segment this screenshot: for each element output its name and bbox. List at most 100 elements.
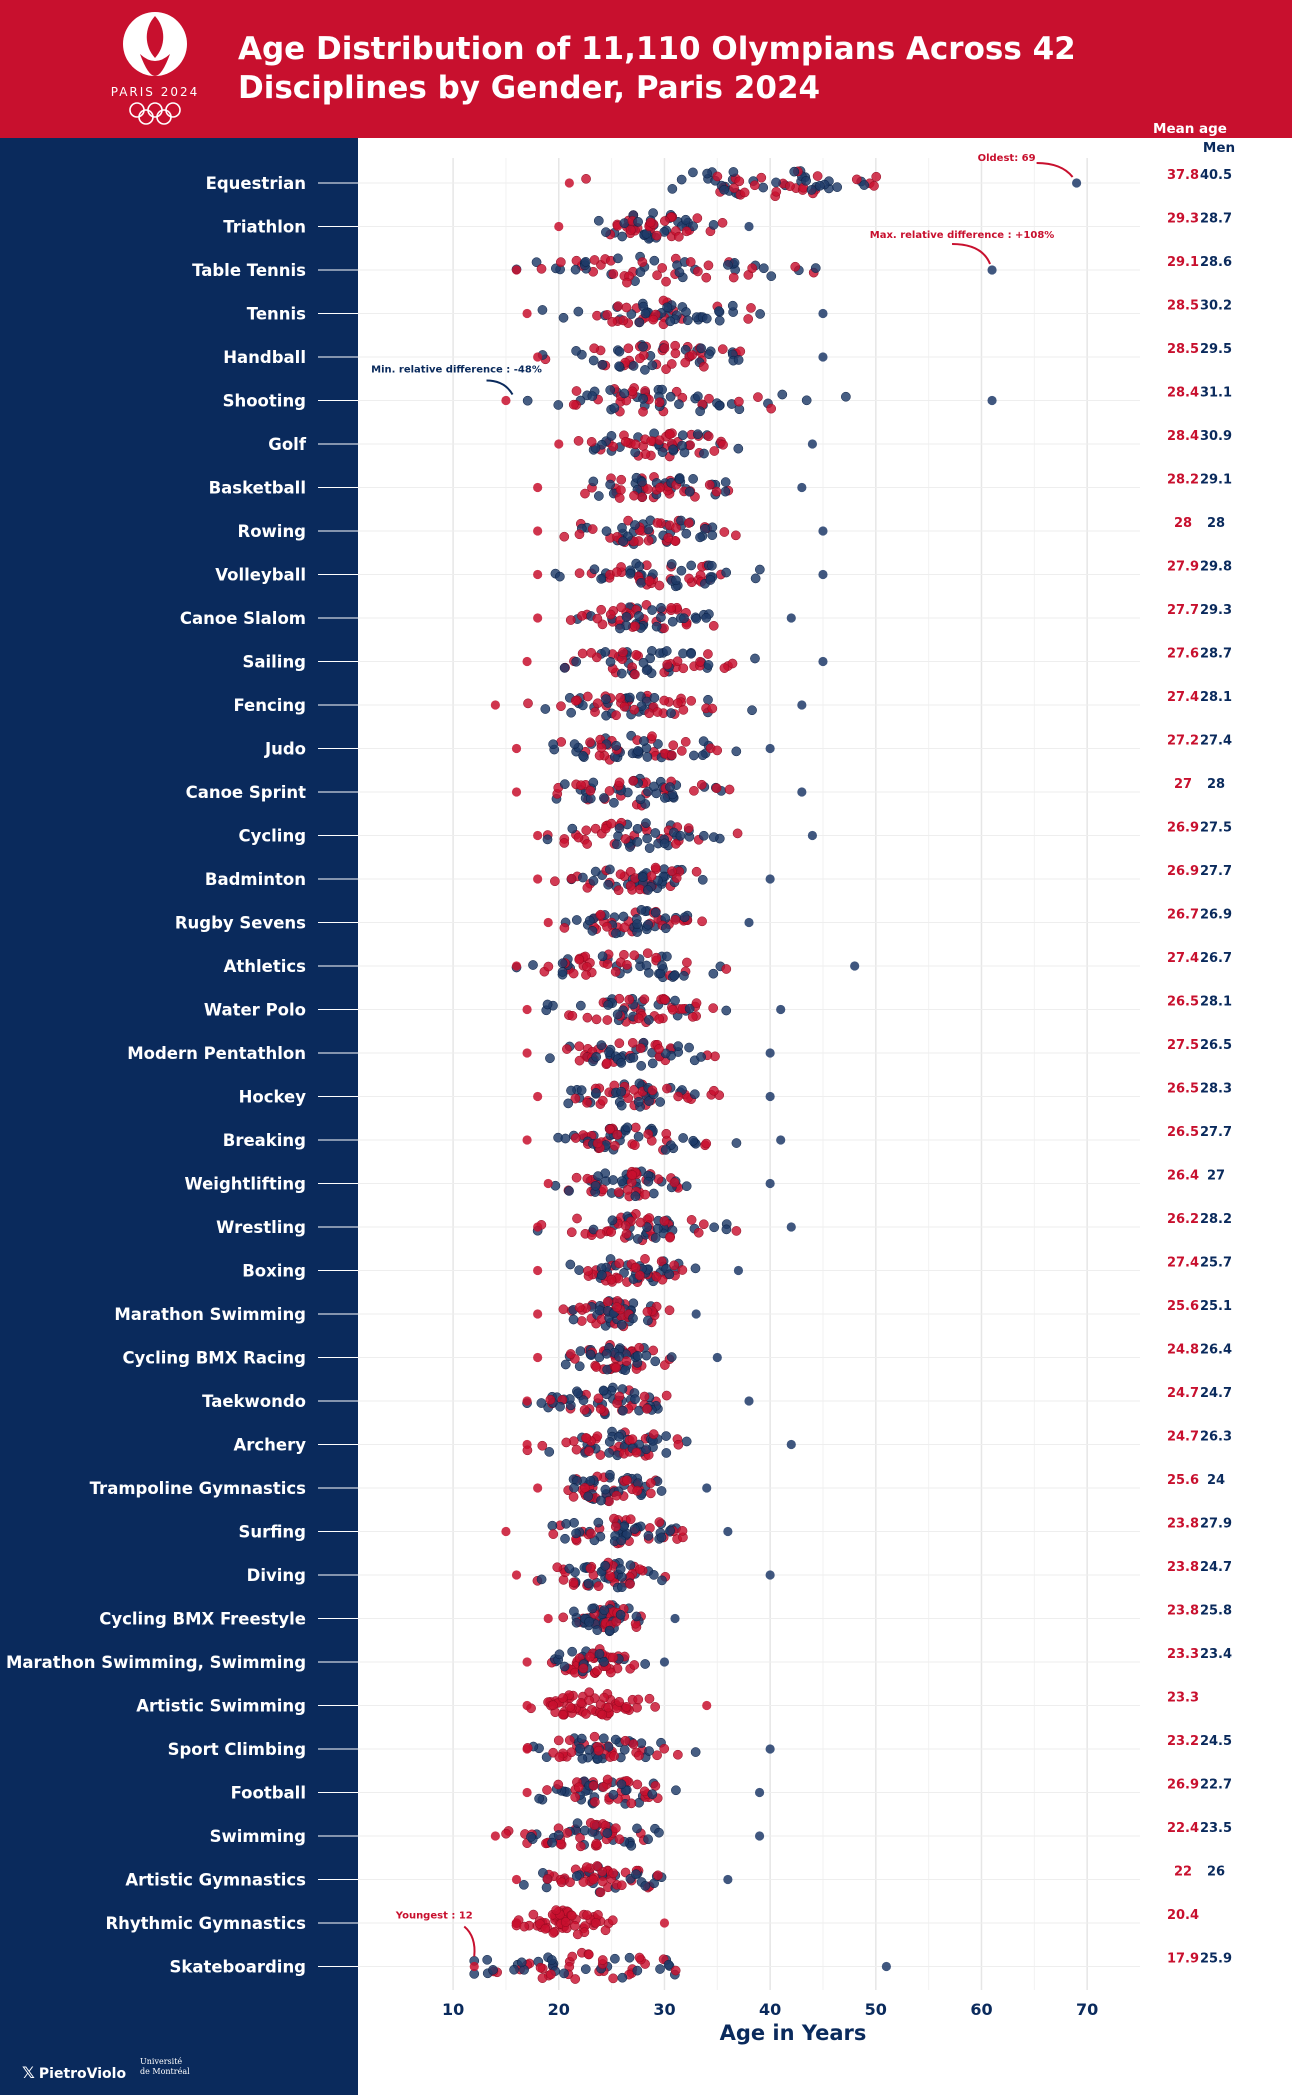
men-athlete-dot: [603, 1000, 613, 1010]
women-athlete-dot: [677, 1265, 688, 1275]
women-athlete-dot: [614, 1038, 625, 1049]
discipline-label: Cycling BMX Racing: [122, 1349, 306, 1368]
men-athlete-dot: [637, 872, 648, 882]
women-athlete-dot: [582, 961, 592, 972]
women-athlete-dot: [669, 1260, 680, 1271]
women-athlete-dot: [622, 960, 632, 970]
men-athlete-dot: [636, 905, 647, 915]
men-mean-age: 28: [1207, 516, 1225, 531]
women-athlete-dot: [582, 882, 593, 893]
men-athlete-dot: [676, 174, 687, 185]
women-athlete-dot: [667, 866, 677, 877]
men-athlete-dot: [708, 220, 719, 230]
men-athlete-dot: [555, 1401, 565, 1412]
max-age-dot: [987, 265, 997, 275]
women-athlete-dot: [613, 1187, 624, 1198]
discipline-label: Rhythmic Gymnastics: [105, 1914, 306, 1933]
men-athlete-dot: [614, 1431, 624, 1442]
men-athlete-dot: [569, 1483, 579, 1493]
women-athlete-dot: [550, 876, 560, 887]
men-athlete-dot: [659, 838, 670, 849]
women-athlete-dot: [591, 1014, 602, 1025]
women-athlete-dot: [673, 231, 684, 242]
women-athlete-dot: [605, 1571, 616, 1581]
women-athlete-dot: [645, 1488, 656, 1499]
discipline-label: Water Polo: [204, 1001, 306, 1020]
men-athlete-dot: [547, 1520, 558, 1531]
discipline-label: Equestrian: [206, 174, 306, 193]
women-athlete-dot: [612, 1129, 623, 1140]
men-athlete-dot: [671, 1785, 681, 1796]
men-athlete-dot: [602, 1828, 613, 1839]
women-athlete-dot: [559, 838, 570, 848]
discipline-label: Cycling BMX Freestyle: [99, 1610, 306, 1629]
discipline-label: Shooting: [223, 392, 306, 411]
women-athlete-dot: [581, 1709, 591, 1719]
men-athlete-dot: [703, 660, 714, 670]
men-athlete-dot: [588, 476, 599, 487]
men-athlete-dot: [528, 960, 538, 970]
men-athlete-dot: [644, 1096, 654, 1106]
men-athlete-dot: [679, 912, 690, 923]
women-athlete-dot: [634, 1342, 645, 1353]
men-athlete-dot: [605, 1469, 615, 1480]
women-athlete-dot: [665, 1232, 675, 1243]
women-athlete-dot: [678, 705, 689, 715]
men-athlete-dot: [657, 960, 667, 971]
women-athlete-dot: [691, 866, 702, 877]
men-column-header: Men: [1203, 140, 1235, 156]
men-athlete-dot: [859, 180, 870, 190]
men-athlete-dot: [671, 575, 681, 586]
women-athlete-dot: [666, 750, 677, 761]
women-athlete-dot: [648, 1345, 659, 1356]
men-athlete-dot: [601, 526, 612, 537]
women-athlete-dot: [651, 952, 662, 963]
men-athlete-dot: [635, 267, 646, 277]
women-athlete-dot: [627, 1037, 638, 1048]
women-athlete-dot: [565, 615, 576, 625]
men-athlete-dot: [575, 1346, 586, 1356]
women-athlete-dot: [634, 1952, 645, 1963]
women-athlete-dot: [619, 922, 630, 933]
max-age-dot: [723, 1526, 733, 1537]
men-athlete-dot: [660, 793, 670, 803]
max-age-dot: [786, 1222, 796, 1232]
annotation-label: Youngest : 12: [395, 1911, 473, 1922]
discipline-label: Archery: [233, 1436, 306, 1455]
men-athlete-dot: [630, 1191, 641, 1202]
women-athlete-dot: [734, 396, 744, 407]
annotation-arrow: [463, 1925, 476, 1957]
men-athlete-dot: [604, 1625, 615, 1636]
men-athlete-dot: [634, 611, 644, 621]
grid-lines: [452, 158, 1088, 1990]
men-athlete-dot: [630, 520, 640, 530]
men-athlete-dot: [584, 915, 595, 926]
men-athlete-dot: [649, 255, 660, 266]
men-athlete-dot: [701, 613, 712, 623]
women-athlete-dot: [591, 1362, 602, 1372]
men-athlete-dot: [714, 400, 725, 411]
discipline-label: Marathon Swimming: [114, 1305, 306, 1324]
women-athlete-dot: [586, 647, 597, 658]
women-athlete-dot: [578, 1663, 589, 1674]
men-athlete-dot: [625, 1560, 636, 1571]
women-athlete-dot: [542, 1874, 553, 1884]
men-athlete-dot: [553, 400, 564, 410]
women-athlete-dot: [621, 1702, 632, 1712]
women-athlete-dot: [543, 961, 554, 972]
women-athlete-dot: [592, 1138, 603, 1149]
men-athlete-dot: [633, 1131, 644, 1142]
women-athlete-dot: [673, 1439, 684, 1450]
men-athlete-dot: [592, 1625, 603, 1636]
women-athlete-dot: [729, 183, 739, 193]
discipline-label: Skateboarding: [169, 1958, 306, 1977]
men-athlete-dot: [601, 694, 611, 704]
men-athlete-dot: [677, 440, 687, 451]
women-athlete-dot: [666, 359, 677, 369]
men-athlete-dot: [684, 486, 695, 497]
women-athlete-dot: [680, 736, 691, 747]
women-athlete-dot: [600, 1925, 611, 1936]
men-athlete-dot: [697, 750, 708, 761]
min-age-dot: [522, 1787, 532, 1798]
men-athlete-dot: [771, 177, 781, 188]
